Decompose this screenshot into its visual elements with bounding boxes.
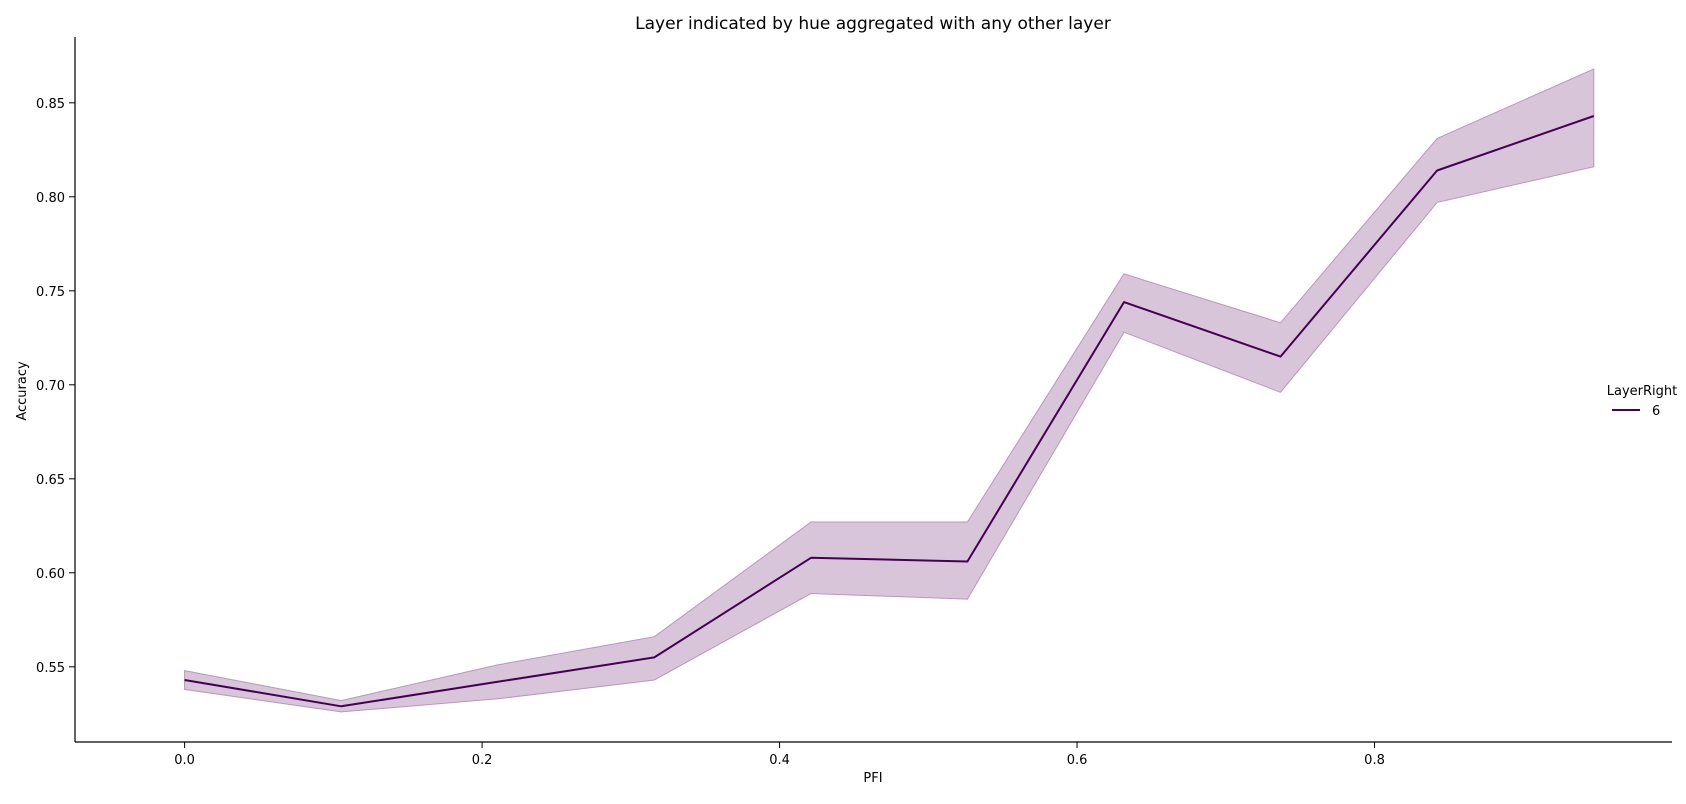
y-tick-label: 0.80 <box>36 191 65 206</box>
y-tick-label: 0.65 <box>36 473 65 488</box>
chart-title: Layer indicated by hue aggregated with a… <box>635 14 1111 34</box>
legend: LayerRight 6 <box>1607 384 1677 419</box>
data-point <box>496 680 500 684</box>
y-tick-label: 0.70 <box>36 379 65 394</box>
legend-title: LayerRight <box>1607 384 1677 399</box>
data-point <box>965 560 969 564</box>
x-tick-label: 0.2 <box>472 753 493 768</box>
plot-area <box>183 68 1596 713</box>
axes: 0.0 0.2 0.4 0.6 0.8 0.55 0.60 0.65 0.70 0.75 0.80 0… <box>36 37 1672 768</box>
data-point <box>652 655 656 659</box>
y-tick-label: 0.60 <box>36 567 65 582</box>
data-point <box>1279 355 1283 359</box>
x-axis-label: PFI <box>863 771 882 786</box>
data-point <box>183 678 187 682</box>
x-tick-label: 0.6 <box>1067 753 1088 768</box>
x-tick-label: 0.0 <box>174 753 195 768</box>
x-tick-label: 0.4 <box>769 753 790 768</box>
y-tick-label: 0.85 <box>36 97 65 112</box>
data-point <box>1435 169 1439 173</box>
legend-items: 6 <box>1612 404 1660 419</box>
data-point <box>1122 300 1126 304</box>
y-axis-label: Accuracy <box>15 361 30 421</box>
x-tick-label: 0.8 <box>1364 753 1385 768</box>
data-point <box>809 556 813 560</box>
y-tick-label: 0.75 <box>36 285 65 300</box>
series-line-0 <box>184 115 1595 708</box>
legend-label-0: 6 <box>1652 404 1660 419</box>
data-point <box>1592 114 1596 118</box>
confidence-band-series-0 <box>184 68 1595 713</box>
y-tick-label: 0.55 <box>36 661 65 676</box>
data-point <box>339 704 343 708</box>
